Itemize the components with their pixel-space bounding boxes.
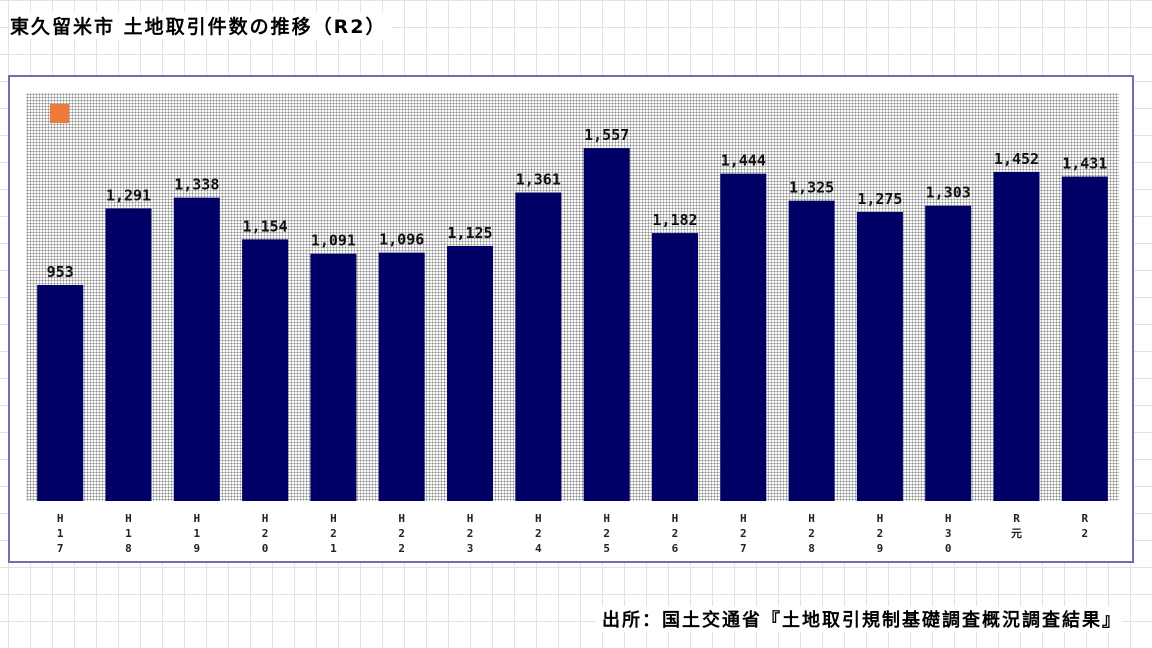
x-tick-label-H26: H 2 6 [671, 512, 679, 555]
x-tick-label-H25: H 2 5 [603, 512, 610, 555]
chart-title: 東久留米市 土地取引件数の推移（R2） [10, 12, 393, 39]
bar-H20 [242, 239, 289, 501]
bar-H23 [447, 246, 493, 501]
data-label-H24: 1,361 [516, 171, 561, 189]
data-label-H23: 1,125 [447, 224, 492, 242]
data-label-R元: 1,452 [994, 150, 1039, 168]
data-label-H30: 1,303 [926, 184, 971, 202]
data-label-H18: 1,291 [106, 186, 151, 204]
x-tick-label-H19: H 1 9 [193, 512, 201, 555]
data-label-H20: 1,154 [243, 217, 288, 235]
bar-H30 [925, 205, 972, 501]
data-label-H29: 1,275 [857, 190, 902, 208]
source-note: 出所：国土交通省『土地取引規制基礎調査概況調査結果』 [596, 606, 1122, 632]
data-label-H28: 1,325 [789, 179, 834, 197]
x-tick-label-H18: H 1 8 [125, 512, 132, 555]
bar-chart: 953 1,291 1,338 1,154 1,091 1,096 1,125 1,361 1,… [37, 126, 1108, 501]
x-tick-label-H22: H 2 2 [398, 512, 406, 555]
x-tick-label-R2: R 2 [1081, 512, 1089, 540]
x-tick-label-R元: R 元 [1011, 512, 1023, 540]
plot-area: 953 1,291 1,338 1,154 1,091 1,096 1,125 1,361 1,… [26, 93, 1119, 501]
bar-H17 [37, 285, 84, 501]
data-label-H22: 1,096 [379, 231, 424, 249]
data-label-H21: 1,091 [311, 232, 356, 250]
bar-H27 [720, 173, 767, 501]
x-tick-label-H21: H 2 1 [330, 512, 337, 555]
data-label-R2: 1,431 [1062, 155, 1107, 173]
bar-R元 [993, 171, 1040, 501]
bar-H28 [788, 200, 835, 501]
data-label-H17: 953 [47, 263, 74, 281]
bar-H24 [515, 192, 562, 501]
bar-H19 [173, 197, 220, 501]
x-tick-label-H27: H 2 7 [739, 512, 747, 555]
x-tick-label-H20: H 2 0 [261, 512, 269, 555]
data-label-H26: 1,182 [652, 211, 697, 229]
data-label-H25: 1,557 [584, 126, 629, 144]
bar-H25 [583, 148, 630, 501]
data-label-H27: 1,444 [721, 152, 766, 170]
bar-R2 [1061, 176, 1108, 501]
bar-H18 [105, 208, 152, 501]
bar-H21 [310, 253, 357, 501]
new-badge-icon [50, 104, 69, 123]
bar-H29 [856, 212, 903, 501]
bar-H26 [652, 233, 698, 501]
x-tick-label-H17: H 1 7 [56, 512, 64, 555]
x-tick-label-H23: H 2 3 [466, 512, 474, 555]
bar-H22 [378, 252, 425, 501]
x-tick-label-H29: H 2 9 [876, 512, 884, 555]
data-label-H19: 1,338 [174, 176, 219, 194]
chart-frame: 953 1,291 1,338 1,154 1,091 1,096 1,125 1,361 1,… [8, 75, 1134, 563]
x-tick-label-H24: H 2 4 [535, 512, 542, 555]
x-tick-label-H28: H 2 8 [808, 512, 815, 555]
x-tick-label-H30: H 3 0 [944, 512, 952, 555]
